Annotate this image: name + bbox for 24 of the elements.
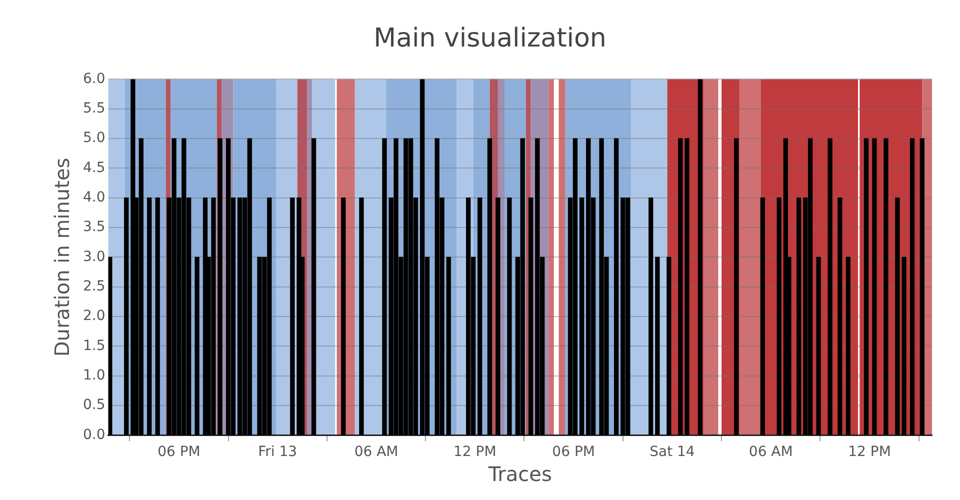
x-tick-label: 06 PM	[552, 444, 595, 460]
x-tick-label: 06 AM	[748, 444, 793, 460]
y-tick-label: 4.5	[83, 160, 106, 176]
y-axis-title: Duration in minutes	[50, 158, 74, 357]
x-tick-label: Fri 13	[258, 444, 298, 460]
y-tick-label: 1.0	[83, 368, 106, 384]
x-tick-label: 06 PM	[158, 444, 200, 460]
y-tick-label: 5.5	[83, 100, 106, 117]
y-tick-label: 0.0	[83, 426, 106, 443]
y-tick-label: 2.0	[83, 308, 106, 324]
x-tick-label: 06 AM	[354, 444, 398, 460]
y-tick-label: 0.5	[83, 397, 106, 414]
y-tick-label: 3.5	[83, 219, 106, 236]
chart-title: Main visualization	[374, 23, 606, 54]
y-tick-label: 3.0	[83, 248, 106, 265]
y-tick-label: 1.5	[83, 338, 106, 354]
x-tick-label: 12 PM	[454, 444, 496, 460]
x-tick-label: Sat 14	[650, 444, 695, 460]
x-tick-label: 12 PM	[848, 444, 891, 460]
y-tick-label: 4.0	[83, 190, 106, 206]
y-tick-label: 5.0	[83, 130, 106, 146]
y-tick-label: 2.5	[83, 278, 106, 295]
x-axis-title: Traces	[487, 462, 552, 486]
y-tick-label: 6.0	[83, 70, 106, 87]
